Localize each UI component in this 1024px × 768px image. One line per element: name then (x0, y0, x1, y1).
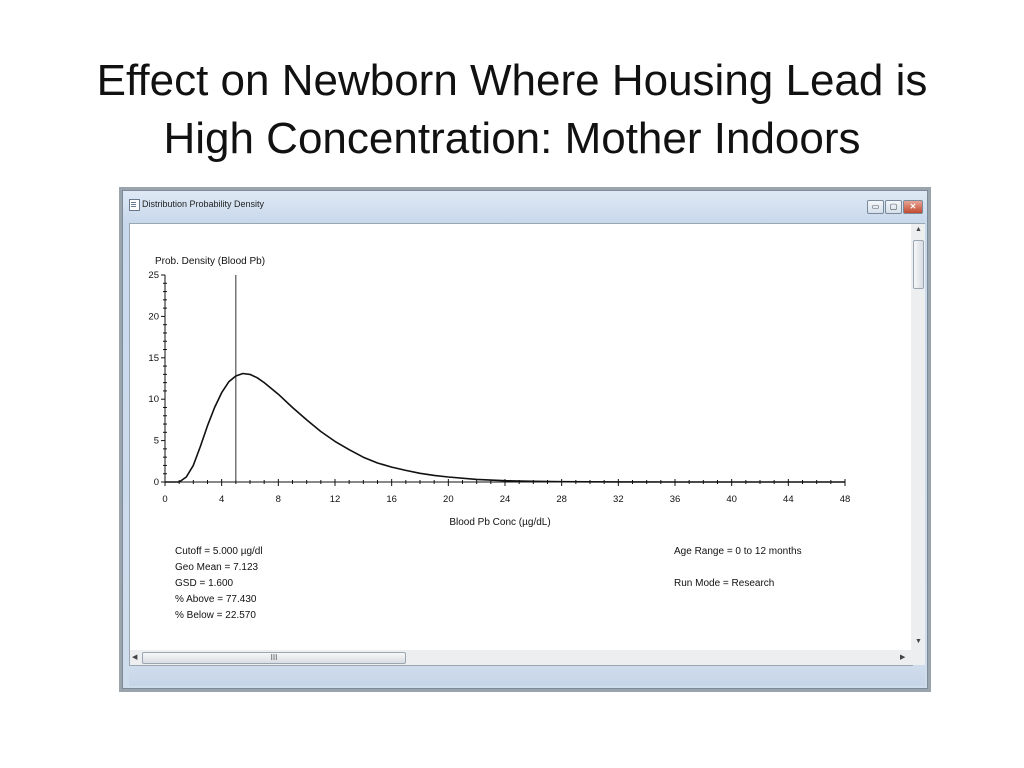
window-body: Distribution Probability Density ▭ ▢ ✕ P… (122, 190, 928, 689)
pct-below-text: % Below = 22.570 (175, 610, 256, 621)
x-tick-label: 40 (726, 494, 737, 505)
close-button[interactable]: ✕ (903, 200, 923, 214)
y-tick-label: 0 (154, 477, 159, 488)
y-tick-label: 10 (148, 394, 159, 405)
window-title: Distribution Probability Density (142, 199, 265, 209)
gsd-text: GSD = 1.600 (175, 578, 234, 589)
y-tick-label: 5 (154, 436, 159, 447)
run-mode-text: Run Mode = Research (674, 578, 775, 589)
slide-title-line-1: Effect on Newborn Where Housing Lead is (96, 56, 928, 105)
cutoff-text: Cutoff = 5.000 µg/dl (175, 546, 263, 557)
geo-mean-text: Geo Mean = 7.123 (175, 562, 259, 573)
x-tick-label: 4 (219, 494, 224, 505)
y-tick-label: 15 (148, 353, 159, 364)
window-bottom-strip (129, 666, 925, 686)
maximize-button[interactable]: ▢ (885, 200, 902, 214)
minimize-button[interactable]: ▭ (867, 200, 884, 214)
x-tick-label: 36 (670, 494, 681, 505)
scroll-right-icon[interactable]: ▶ (900, 654, 906, 661)
x-tick-label: 44 (783, 494, 794, 505)
slide-title: Effect on Newborn Where Housing Lead is … (40, 52, 984, 168)
scroll-down-icon[interactable]: ▼ (915, 638, 922, 645)
distribution-window: Distribution Probability Density ▭ ▢ ✕ P… (119, 187, 931, 692)
x-tick-label: 0 (162, 494, 167, 505)
x-tick-label: 32 (613, 494, 624, 505)
scroll-left-icon[interactable]: ◀ (132, 654, 138, 661)
pct-above-text: % Above = 77.430 (175, 594, 257, 605)
scroll-up-icon[interactable]: ▲ (915, 226, 922, 233)
x-tick-label: 28 (556, 494, 567, 505)
y-tick-label: 20 (148, 311, 159, 322)
x-axis-label: Blood Pb Conc (µg/dL) (449, 517, 550, 528)
horizontal-scroll-thumb[interactable]: III (142, 652, 406, 664)
x-tick-label: 48 (840, 494, 851, 505)
scroll-corner (911, 650, 925, 665)
stats-panel: Cutoff = 5.000 µg/dl Geo Mean = 7.123 GS… (175, 544, 263, 624)
chart-client-area: Prob. Density (Blood Pb) 0 5 10 15 20 25 0 4 8 12 1… (129, 223, 913, 652)
vertical-scrollbar[interactable]: ▲ ▼ (911, 223, 925, 652)
y-axis-label: Prob. Density (Blood Pb) (155, 256, 265, 267)
x-tick-label: 16 (386, 494, 397, 505)
y-tick-label: 25 (148, 270, 159, 281)
run-info-panel: Age Range = 0 to 12 months Run Mode = Re… (674, 544, 802, 592)
x-tick-label: 20 (443, 494, 454, 505)
window-titlebar[interactable]: Distribution Probability Density ▭ ▢ ✕ (123, 191, 927, 217)
age-range-text: Age Range = 0 to 12 months (674, 546, 802, 557)
x-tick-label: 8 (276, 494, 281, 505)
density-curve (165, 372, 845, 483)
horizontal-scrollbar[interactable]: ◀ III ▶ (129, 650, 913, 666)
x-tick-label: 24 (500, 494, 511, 505)
app-icon (129, 199, 140, 211)
vertical-scroll-thumb[interactable] (913, 240, 924, 289)
x-tick-label: 12 (330, 494, 341, 505)
slide-title-line-2: High Concentration: Mother Indoors (163, 114, 861, 163)
